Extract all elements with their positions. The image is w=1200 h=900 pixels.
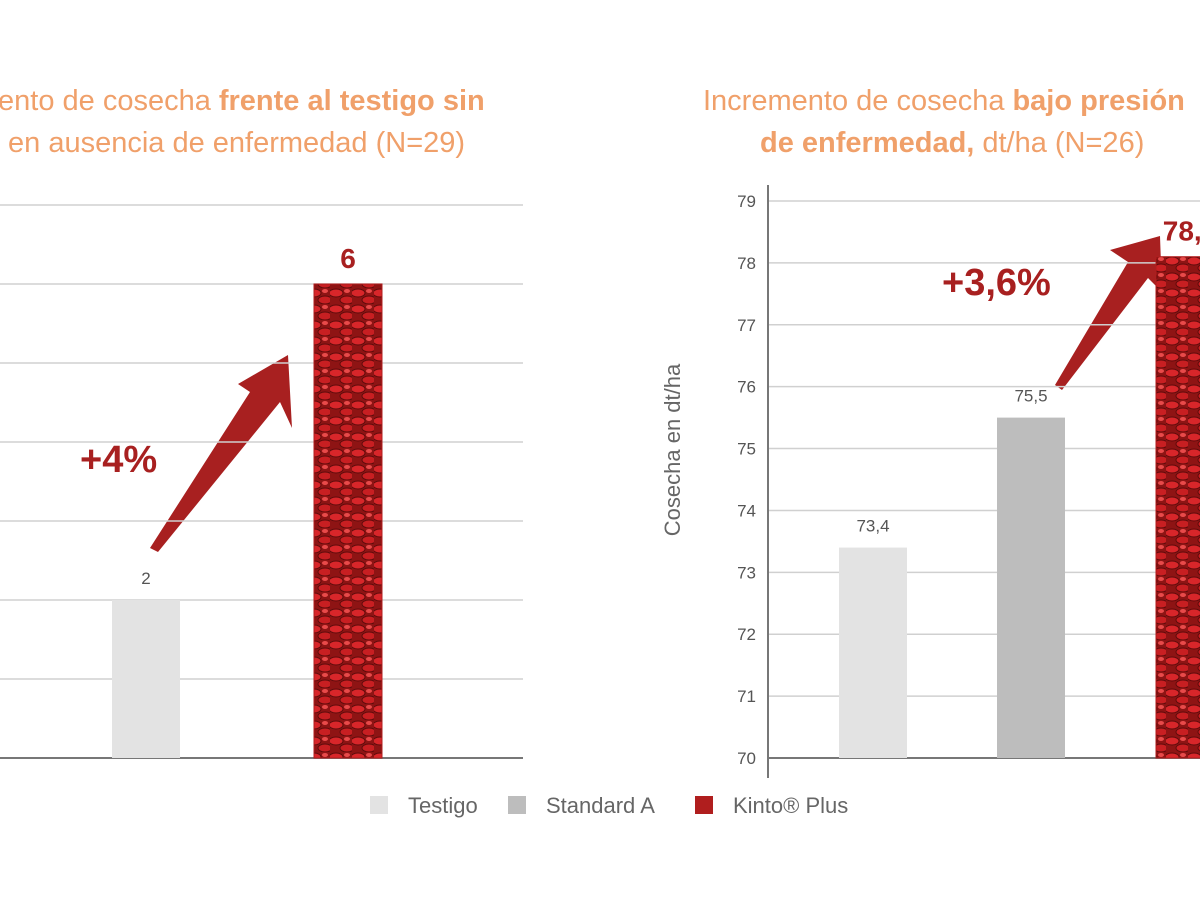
value-label: 78,1 (1163, 216, 1200, 247)
annotation: +4% (80, 439, 157, 481)
y-tick-label: 72 (737, 625, 756, 644)
y-tick-label: 79 (737, 192, 756, 211)
value-label: 73,4 (856, 517, 889, 536)
bar (997, 417, 1065, 758)
legend-label: Kinto® Plus (733, 793, 848, 818)
title-part: de enfermedad, (760, 127, 974, 159)
title-part: Incremento de cosecha (703, 85, 1005, 117)
y-tick-label: 75 (737, 440, 756, 459)
bar (839, 547, 907, 758)
title-part: frente al testigo sin (219, 85, 485, 117)
chart-title: de enfermedad, dt/ha (N=26) (760, 127, 1144, 159)
chart-title: en ausencia de enfermedad (N=29) (8, 127, 465, 159)
title-part: bajo presión (1012, 85, 1184, 117)
bar (313, 283, 383, 759)
y-tick-label: 78 (737, 254, 756, 273)
legend-swatch (508, 796, 526, 814)
title-part: en ausencia de enfermedad (N=29) (8, 127, 465, 159)
y-tick-label: 73 (737, 563, 756, 582)
title-part: dt/ha (N=26) (982, 127, 1144, 159)
legend-label: Standard A (546, 793, 655, 818)
chart-title: Incremento de cosecha bajo presión (703, 85, 1185, 117)
y-tick-label: 70 (737, 749, 756, 768)
y-tick-label: 71 (737, 687, 756, 706)
arrow (150, 355, 292, 552)
y-tick-label: 76 (737, 378, 756, 397)
value-label: 75,5 (1014, 387, 1047, 406)
bar (1155, 256, 1200, 759)
legend-swatch (695, 796, 713, 814)
y-axis-title: Cosecha en dt/ha (660, 363, 685, 536)
title-part: ento de cosecha (0, 85, 212, 117)
chart-title: ento de cosecha frente al testigo sin (0, 85, 485, 117)
value-label: 6 (340, 243, 356, 274)
legend-label: Testigo (408, 793, 478, 818)
arrow (1055, 236, 1162, 390)
y-tick-label: 74 (737, 501, 756, 520)
y-tick-label: 77 (737, 316, 756, 335)
annotation: +3,6% (942, 262, 1051, 304)
legend-swatch (370, 796, 388, 814)
bar (112, 600, 180, 758)
value-label: 2 (141, 569, 150, 588)
